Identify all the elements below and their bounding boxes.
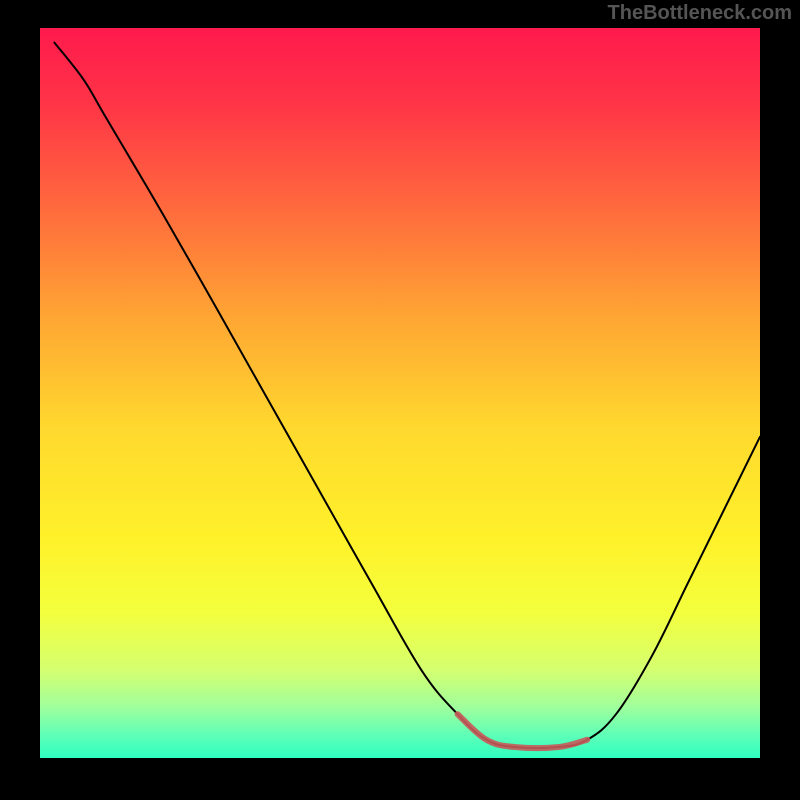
chart-background <box>40 28 760 758</box>
watermark-text: TheBottleneck.com <box>608 2 792 25</box>
chart-container <box>40 28 760 758</box>
chart-svg <box>40 28 760 758</box>
